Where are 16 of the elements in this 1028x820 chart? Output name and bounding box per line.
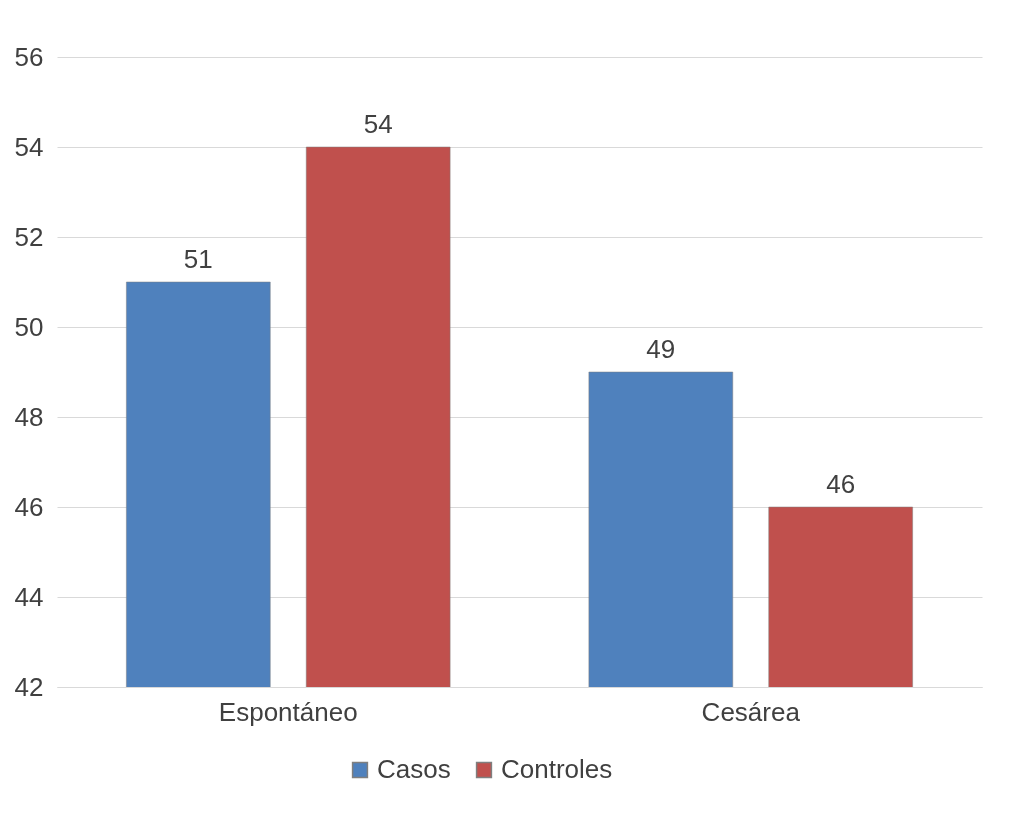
y-tick-label: 50 — [14, 311, 44, 342]
legend-label: Casos — [377, 754, 451, 784]
data-label: 49 — [646, 334, 676, 364]
y-tick-label: 42 — [14, 671, 44, 702]
y-tick-label: 48 — [14, 401, 44, 432]
x-tick-label: Cesárea — [701, 696, 801, 727]
y-tick-label: 44 — [14, 581, 44, 612]
data-label: 46 — [826, 469, 856, 499]
x-tick-label: Espontáneo — [218, 696, 358, 727]
y-tick-label: 46 — [14, 491, 44, 522]
data-label: 51 — [183, 244, 213, 274]
y-tick-label: 56 — [14, 41, 44, 72]
y-tick-label: 54 — [14, 131, 44, 162]
legend-label: Controles — [501, 754, 613, 784]
y-tick-label: 52 — [14, 221, 44, 252]
data-label: 54 — [363, 109, 393, 139]
